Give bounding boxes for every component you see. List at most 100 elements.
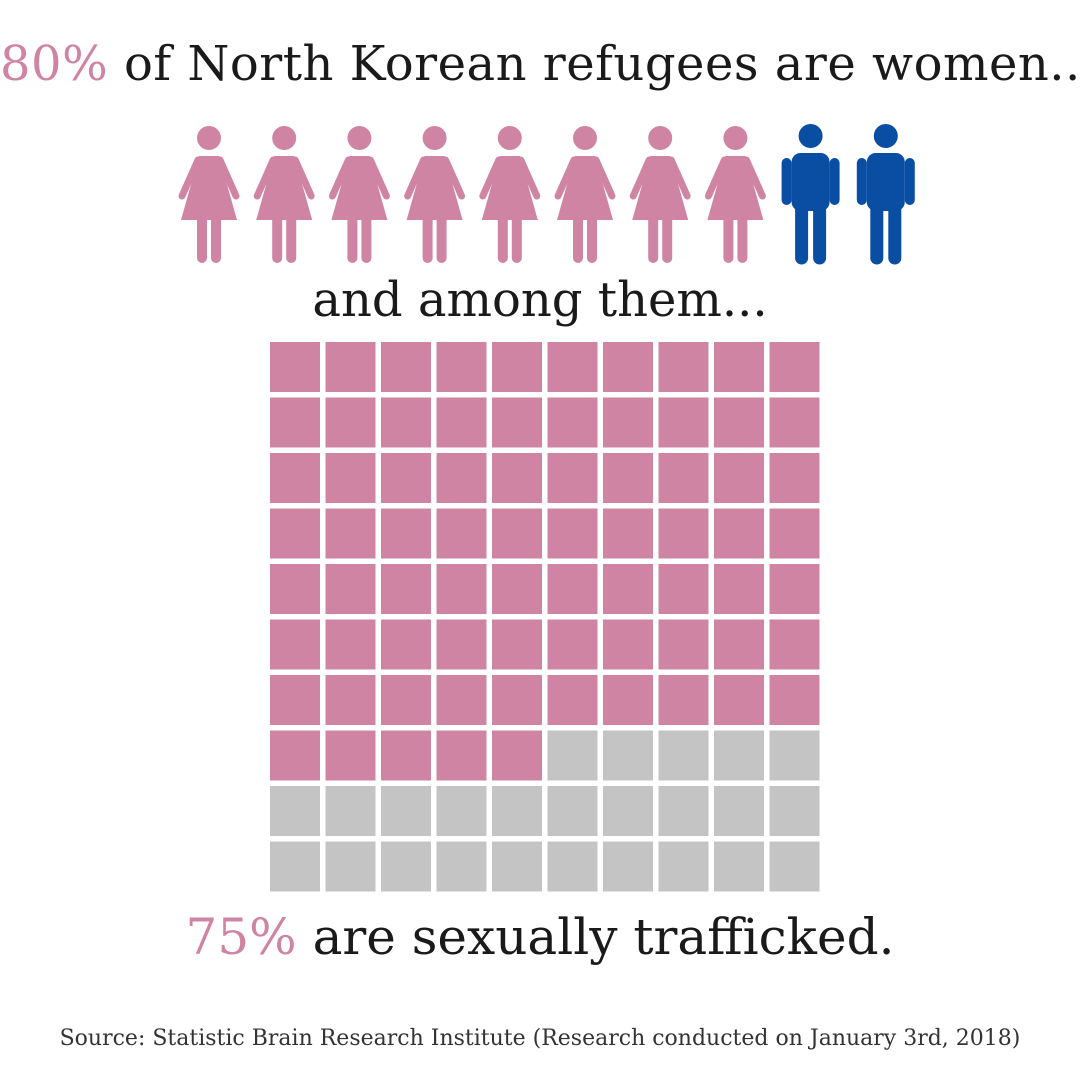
waffle-cell-filled [381, 675, 431, 725]
waffle-cell-empty [436, 841, 487, 892]
waffle-cell-filled [547, 397, 598, 448]
waffle-cell-filled [381, 342, 431, 392]
result-text: are sexually trafficked. [312, 908, 895, 966]
waffle-chart [270, 342, 820, 892]
waffle-cell-filled [714, 453, 764, 503]
waffle-cell-filled [658, 675, 709, 725]
waffle-cell-empty [603, 786, 653, 836]
waffle-cell-empty [270, 786, 320, 836]
waffle-cell-filled [325, 508, 376, 559]
waffle-cell-empty [325, 786, 376, 836]
waffle-cell-filled [270, 508, 320, 559]
waffle-cell-filled [714, 564, 764, 614]
waffle-cell-filled [547, 675, 598, 725]
waffle-cell-filled [658, 508, 709, 559]
waffle-cell-filled [658, 564, 709, 614]
waffle-cell-filled [714, 508, 764, 559]
waffle-cell-filled [436, 397, 487, 448]
headline-percent: 80% [0, 36, 109, 92]
result-percent: 75% [185, 908, 297, 966]
waffle-cell-filled [270, 564, 320, 614]
waffle-cell-filled [492, 730, 542, 781]
waffle-cell-filled [381, 730, 431, 781]
waffle-cell-filled [769, 564, 820, 614]
female-person-icon [404, 126, 466, 263]
waffle-cell-filled [603, 453, 653, 503]
result-line: 75% are sexually trafficked. [0, 908, 1080, 966]
waffle-cell-filled [603, 564, 653, 614]
waffle-cell-empty [492, 786, 542, 836]
waffle-cell-filled [603, 508, 653, 559]
waffle-cell-filled [492, 397, 542, 448]
waffle-cell-filled [381, 619, 431, 670]
waffle-cell-filled [270, 619, 320, 670]
female-person-icon [328, 126, 390, 263]
waffle-cell-filled [658, 342, 709, 392]
female-person-icon [629, 126, 691, 263]
waffle-cell-empty [270, 841, 320, 892]
waffle-cell-filled [436, 342, 487, 392]
waffle-cell-filled [436, 730, 487, 781]
waffle-cell-filled [381, 508, 431, 559]
waffle-cell-filled [769, 508, 820, 559]
waffle-cell-empty [658, 730, 709, 781]
source-note: Source: Statistic Brain Research Institu… [59, 1026, 1021, 1051]
waffle-cell-empty [603, 841, 653, 892]
waffle-cell-empty [658, 841, 709, 892]
waffle-cell-filled [492, 453, 542, 503]
waffle-cell-filled [769, 397, 820, 448]
waffle-cell-filled [769, 619, 820, 670]
pictogram-chart [178, 124, 915, 265]
waffle-cell-filled [270, 342, 320, 392]
male-person-icon [781, 124, 840, 265]
waffle-cell-empty [769, 730, 820, 781]
waffle-cell-filled [436, 675, 487, 725]
waffle-cell-empty [436, 786, 487, 836]
male-person-icon [856, 124, 915, 265]
waffle-cell-filled [603, 619, 653, 670]
headline-text: of North Korean refugees are women... [123, 36, 1080, 92]
waffle-cell-filled [492, 564, 542, 614]
female-person-icon [479, 126, 541, 263]
waffle-cell-filled [658, 397, 709, 448]
waffle-cell-filled [492, 342, 542, 392]
waffle-cell-filled [658, 619, 709, 670]
waffle-cell-empty [714, 786, 764, 836]
female-person-icon [253, 126, 315, 263]
waffle-cell-empty [381, 786, 431, 836]
waffle-cell-filled [714, 675, 764, 725]
waffle-cell-filled [714, 397, 764, 448]
waffle-cell-filled [325, 453, 376, 503]
waffle-cell-empty [714, 841, 764, 892]
waffle-cell-filled [270, 675, 320, 725]
waffle-cell-filled [436, 508, 487, 559]
waffle-cell-empty [603, 730, 653, 781]
waffle-cell-filled [325, 564, 376, 614]
waffle-cell-filled [492, 619, 542, 670]
headline: 80% of North Korean refugees are women..… [0, 36, 1080, 92]
waffle-cell-filled [547, 453, 598, 503]
waffle-cell-filled [658, 453, 709, 503]
waffle-cell-filled [492, 675, 542, 725]
waffle-cell-filled [325, 675, 376, 725]
waffle-cell-filled [547, 342, 598, 392]
waffle-cell-filled [325, 730, 376, 781]
waffle-cell-filled [270, 397, 320, 448]
waffle-cell-filled [603, 397, 653, 448]
waffle-cell-filled [769, 453, 820, 503]
waffle-cell-filled [381, 453, 431, 503]
waffle-cell-filled [325, 342, 376, 392]
waffle-cell-filled [325, 619, 376, 670]
female-person-icon [554, 126, 616, 263]
female-person-icon [704, 126, 766, 263]
waffle-cell-empty [714, 730, 764, 781]
waffle-cell-filled [547, 508, 598, 559]
waffle-cell-filled [547, 564, 598, 614]
waffle-cell-filled [436, 564, 487, 614]
waffle-cell-filled [436, 453, 487, 503]
waffle-cell-filled [436, 619, 487, 670]
waffle-cell-filled [547, 619, 598, 670]
waffle-cell-filled [325, 397, 376, 448]
waffle-cell-empty [325, 841, 376, 892]
waffle-cell-filled [270, 730, 320, 781]
